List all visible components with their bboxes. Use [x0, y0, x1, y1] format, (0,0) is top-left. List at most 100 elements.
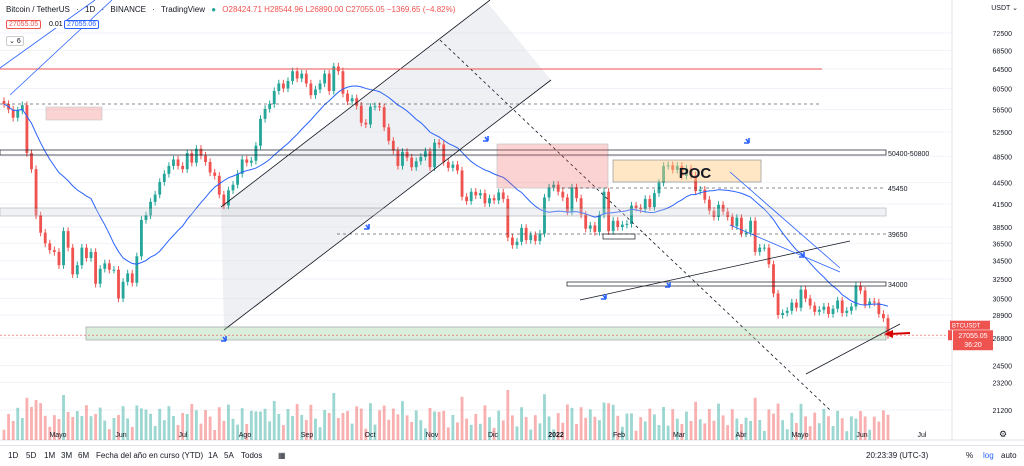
volume-bar — [7, 414, 11, 440]
volume-bar — [332, 393, 336, 440]
range-1y[interactable]: 1A — [208, 451, 218, 460]
volume-bar — [364, 428, 368, 440]
volume-bar — [570, 407, 574, 440]
volume-bar — [730, 409, 734, 440]
percent-toggle[interactable]: % — [966, 451, 974, 460]
volume-bar — [460, 396, 464, 440]
clock-time[interactable]: 20:23:39 (UTC-3) — [866, 451, 929, 460]
volume-bar — [98, 407, 102, 440]
volume-bar — [565, 404, 569, 440]
volume-bar — [689, 421, 693, 440]
currency-select[interactable]: USDT ⌄ — [991, 5, 1018, 12]
spread-label: 0.01 — [47, 21, 65, 28]
candle-body — [808, 298, 812, 306]
trend-line — [0, 0, 96, 69]
candle-body — [75, 265, 79, 275]
volume-bar — [277, 414, 281, 440]
bottom-toolbar: 1D 5D 1M 3M 6M Fecha del año en curso (Y… — [0, 445, 1024, 466]
volume-bar — [231, 418, 235, 440]
red-arrow-head-icon — [884, 330, 893, 338]
volume-bar — [153, 426, 157, 440]
candle-body — [840, 300, 844, 313]
candle-body — [831, 308, 835, 314]
volume-bar — [643, 421, 647, 440]
volume-bar — [804, 416, 807, 440]
currency-label: USDT — [991, 5, 1011, 12]
range-3m[interactable]: 3M — [61, 451, 73, 460]
volume-bar — [359, 408, 363, 440]
volume-bar — [845, 431, 849, 440]
exchange-label: BINANCE — [110, 5, 146, 14]
candle-body — [112, 269, 116, 271]
volume-bar — [369, 403, 372, 440]
candle-body — [685, 168, 688, 176]
volume-bar — [387, 419, 391, 440]
calendar-icon[interactable]: ▦ — [278, 451, 286, 460]
candle-body — [735, 217, 739, 227]
volume-bar — [510, 415, 514, 440]
volume-bar — [817, 423, 821, 440]
candle-body — [364, 122, 368, 125]
range-6m[interactable]: 6M — [78, 451, 90, 460]
volume-bar — [107, 429, 111, 440]
range-1m[interactable]: 1M — [44, 451, 56, 460]
volume-bar — [744, 417, 748, 440]
volume-bar — [172, 416, 175, 440]
candle-body — [639, 207, 643, 210]
volume-bar — [680, 424, 684, 440]
candle-body — [213, 172, 217, 176]
candle-body — [158, 181, 162, 195]
candle-body — [510, 237, 514, 246]
volume-bar — [52, 415, 56, 440]
volume-bar — [657, 425, 661, 440]
price-tick-label: 23200 — [993, 380, 1013, 387]
log-toggle[interactable]: log — [983, 451, 994, 460]
volume-bar — [538, 423, 542, 440]
candle-body — [369, 106, 372, 125]
volume-bar — [863, 416, 867, 440]
range-5y[interactable]: 5A — [224, 451, 234, 460]
volume-bar — [639, 417, 643, 440]
buy-price-button[interactable]: 27055.06 — [64, 20, 100, 29]
range-5d[interactable]: 5D — [26, 451, 37, 460]
candle-body — [117, 269, 120, 299]
sell-price-button[interactable]: 27055.05 — [6, 20, 42, 29]
volume-bar — [877, 421, 881, 440]
candle-body — [598, 214, 601, 232]
range-1d[interactable]: 1D — [8, 451, 19, 460]
channel-lower-line — [223, 79, 552, 331]
candle-body — [776, 293, 780, 316]
indicators-toggle[interactable]: ⌄ 6 — [6, 36, 24, 46]
volume-bar — [117, 415, 120, 440]
volume-bar — [666, 425, 670, 440]
candle-body — [396, 150, 400, 166]
volume-bar — [350, 423, 354, 440]
volume-bar — [419, 420, 423, 440]
volume-bar — [721, 415, 725, 440]
candle-body — [94, 251, 98, 284]
trend-line — [9, 0, 113, 96]
range-ytd[interactable]: Fecha del año en curso (YTD) — [96, 451, 204, 460]
candle-body — [391, 140, 395, 151]
interval-label[interactable]: 1D — [85, 5, 96, 14]
candle-body — [689, 168, 693, 176]
volume-bar — [881, 410, 885, 440]
auto-toggle[interactable]: auto — [1001, 451, 1017, 460]
candle-body — [483, 193, 487, 204]
volume-bar — [712, 420, 716, 440]
price-tick-label: 38500 — [993, 225, 1013, 232]
range-all[interactable]: Todos — [241, 451, 263, 460]
candle-body — [30, 153, 33, 170]
volume-bar — [854, 418, 858, 440]
price-tick-label: 52500 — [993, 130, 1013, 137]
candle-body — [753, 220, 757, 252]
candle-body — [849, 306, 853, 311]
volume-bar — [25, 397, 29, 440]
moving-average-line — [3, 85, 889, 307]
volume-bar — [602, 402, 606, 440]
candle-body — [359, 105, 363, 123]
gear-icon[interactable]: ⚙ — [999, 429, 1007, 439]
volume-bar — [584, 417, 588, 440]
symbol-title[interactable]: Bitcoin / TetherUS — [6, 5, 70, 14]
